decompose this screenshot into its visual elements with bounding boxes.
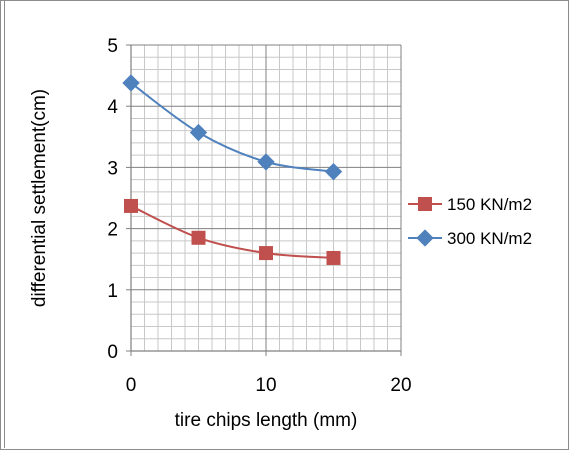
x-axis-title: tire chips length (mm) [175, 410, 358, 431]
series-2 [122, 74, 343, 181]
series-line [130, 205, 334, 259]
diamond-marker [122, 74, 140, 92]
legend: 150 KN/m2 300 KN/m2 [408, 195, 532, 248]
diamond-marker [257, 153, 275, 171]
y-tick-label: 5 [107, 36, 118, 57]
axes [126, 44, 402, 356]
x-tick-label: 0 [126, 375, 137, 396]
square-marker [259, 246, 273, 261]
y-tick-label: 0 [107, 342, 118, 363]
square-marker [326, 250, 341, 265]
x-tick-label: 20 [390, 375, 411, 396]
tick-labels: 0 1 2 3 4 5 0 10 20 [107, 36, 411, 396]
x-tick-label: 10 [255, 375, 276, 396]
square-marker [191, 230, 206, 245]
diamond-marker [324, 163, 343, 181]
y-axis-title: differential settlement(cm) [29, 89, 50, 307]
y-tick-label: 1 [107, 281, 118, 302]
y-tick-label: 4 [107, 97, 118, 118]
legend-item: 300 KN/m2 [408, 229, 532, 248]
legend-marker [416, 229, 434, 247]
series-1 [124, 198, 341, 265]
diamond-marker [189, 123, 208, 142]
legend-label: 300 KN/m2 [447, 229, 532, 248]
square-marker [124, 198, 138, 213]
legend-label: 150 KN/m2 [447, 195, 532, 214]
legend-marker [418, 197, 432, 211]
y-tick-label: 3 [107, 158, 118, 179]
frame-divider [4, 0, 5, 448]
legend-item: 150 KN/m2 [408, 195, 532, 214]
series-group [122, 74, 343, 265]
series-line [130, 82, 334, 173]
y-tick-label: 2 [107, 220, 118, 241]
